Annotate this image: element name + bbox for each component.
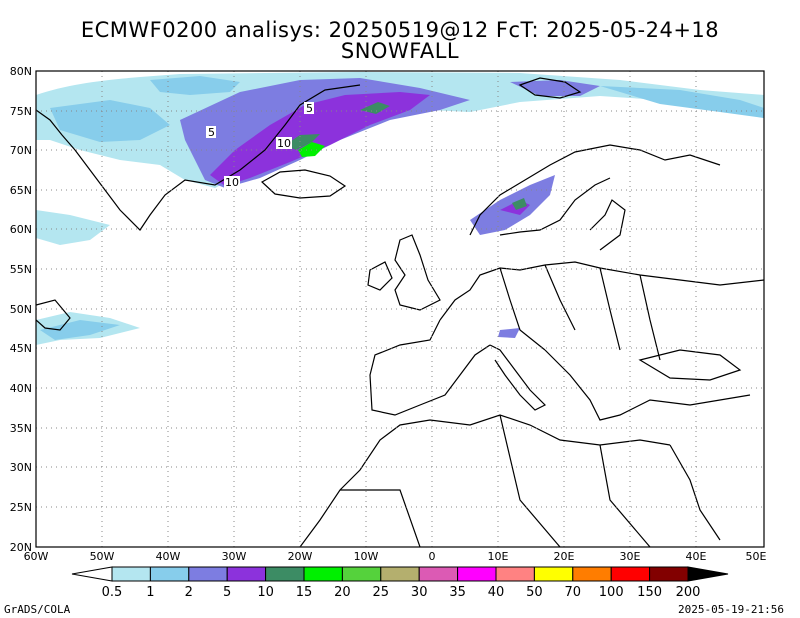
legend-color-box	[457, 566, 497, 582]
contour-labels: 5 5 10 10	[206, 102, 314, 189]
legend-value-label: 35	[449, 585, 466, 600]
lon-tick-label: 0	[429, 550, 436, 563]
lon-tick-label: 10E	[488, 550, 509, 563]
legend-value-label: 100	[599, 585, 624, 600]
color-legend: 0.5 1 2 5 10 15 20 25 30 35 40 50 70 100 150 200	[71, 566, 729, 600]
legend-color-box	[495, 566, 535, 582]
lat-tick-label: 50N	[10, 303, 32, 316]
lat-tick-label: 45N	[10, 342, 32, 355]
lon-tick-label: 30W	[222, 550, 247, 563]
lat-tick-label: 65N	[10, 184, 32, 197]
lon-tick-label: 60W	[24, 550, 49, 563]
snowfall-shading	[36, 72, 764, 345]
legend-color-box	[380, 566, 420, 582]
legend-under-arrow	[71, 566, 113, 582]
legend-color-box	[418, 566, 459, 582]
map-frame	[35, 70, 765, 548]
legend-color-box	[341, 566, 382, 582]
lon-tick-label: 30E	[620, 550, 641, 563]
legend-value-label: 20	[334, 585, 351, 600]
legend-color-box	[265, 566, 305, 582]
legend-value-label: 200	[676, 585, 701, 600]
timestamp-label: 2025-05-19-21:56	[678, 603, 784, 616]
legend-color-box	[572, 566, 612, 582]
legend-color-box	[303, 566, 343, 582]
map-title: ECMWF0200 analisys: 20250519@12 FcT: 202…	[80, 18, 720, 42]
contour-label: 10	[225, 176, 239, 189]
lat-tick-label: 40N	[10, 382, 32, 395]
legend-value-label: 10	[257, 585, 274, 600]
legend-value-label: 0.5	[102, 585, 123, 600]
contour-label: 5	[306, 102, 313, 115]
legend-value-label: 5	[223, 585, 231, 600]
legend-value-label: 150	[637, 585, 662, 600]
lon-tick-label: 10W	[354, 550, 379, 563]
lat-tick-label: 70N	[10, 144, 32, 157]
lon-tick-label: 20E	[554, 550, 575, 563]
legend-value-label: 50	[526, 585, 543, 600]
lon-tick-label: 40E	[686, 550, 707, 563]
lat-tick-label: 35N	[10, 422, 32, 435]
longitude-axis: 60W 50W 40W 30W 20W 10W 0 10E 20E 30E 40…	[24, 550, 767, 563]
contour-label: 10	[277, 137, 291, 150]
credit-label: GrADS/COLA	[4, 603, 71, 616]
lon-tick-label: 50W	[90, 550, 115, 563]
legend-value-label: 2	[185, 585, 193, 600]
coastlines	[36, 77, 764, 547]
legend-color-box	[533, 566, 574, 582]
legend-color-box	[188, 566, 228, 582]
contour-label: 5	[208, 126, 215, 139]
legend-color-box	[649, 566, 689, 582]
legend-value-label: 1	[146, 585, 154, 600]
lat-tick-label: 25N	[10, 501, 32, 514]
legend-value-label: 40	[488, 585, 505, 600]
lat-tick-label: 30N	[10, 461, 32, 474]
legend-color-box	[226, 566, 267, 582]
legend-color-box	[111, 566, 151, 582]
lat-tick-label: 60N	[10, 223, 32, 236]
lat-tick-label: 55N	[10, 263, 32, 276]
legend-over-arrow	[687, 566, 729, 582]
map-subtitle: SNOWFALL	[340, 39, 460, 63]
legend-value-label: 25	[373, 585, 390, 600]
latitude-axis: 80N 75N 70N 65N 60N 55N 50N 45N 40N 35N …	[10, 65, 32, 554]
lon-tick-label: 40W	[156, 550, 181, 563]
legend-color-box	[610, 566, 651, 582]
lat-tick-label: 75N	[10, 105, 32, 118]
lat-tick-label: 80N	[10, 65, 32, 78]
lon-tick-label: 50E	[746, 550, 767, 563]
legend-value-label: 70	[565, 585, 582, 600]
legend-value-label: 30	[411, 585, 428, 600]
legend-value-label: 15	[296, 585, 313, 600]
lon-tick-label: 20W	[288, 550, 313, 563]
lat-tick-label: 20N	[10, 541, 32, 554]
legend-color-box	[149, 566, 190, 582]
